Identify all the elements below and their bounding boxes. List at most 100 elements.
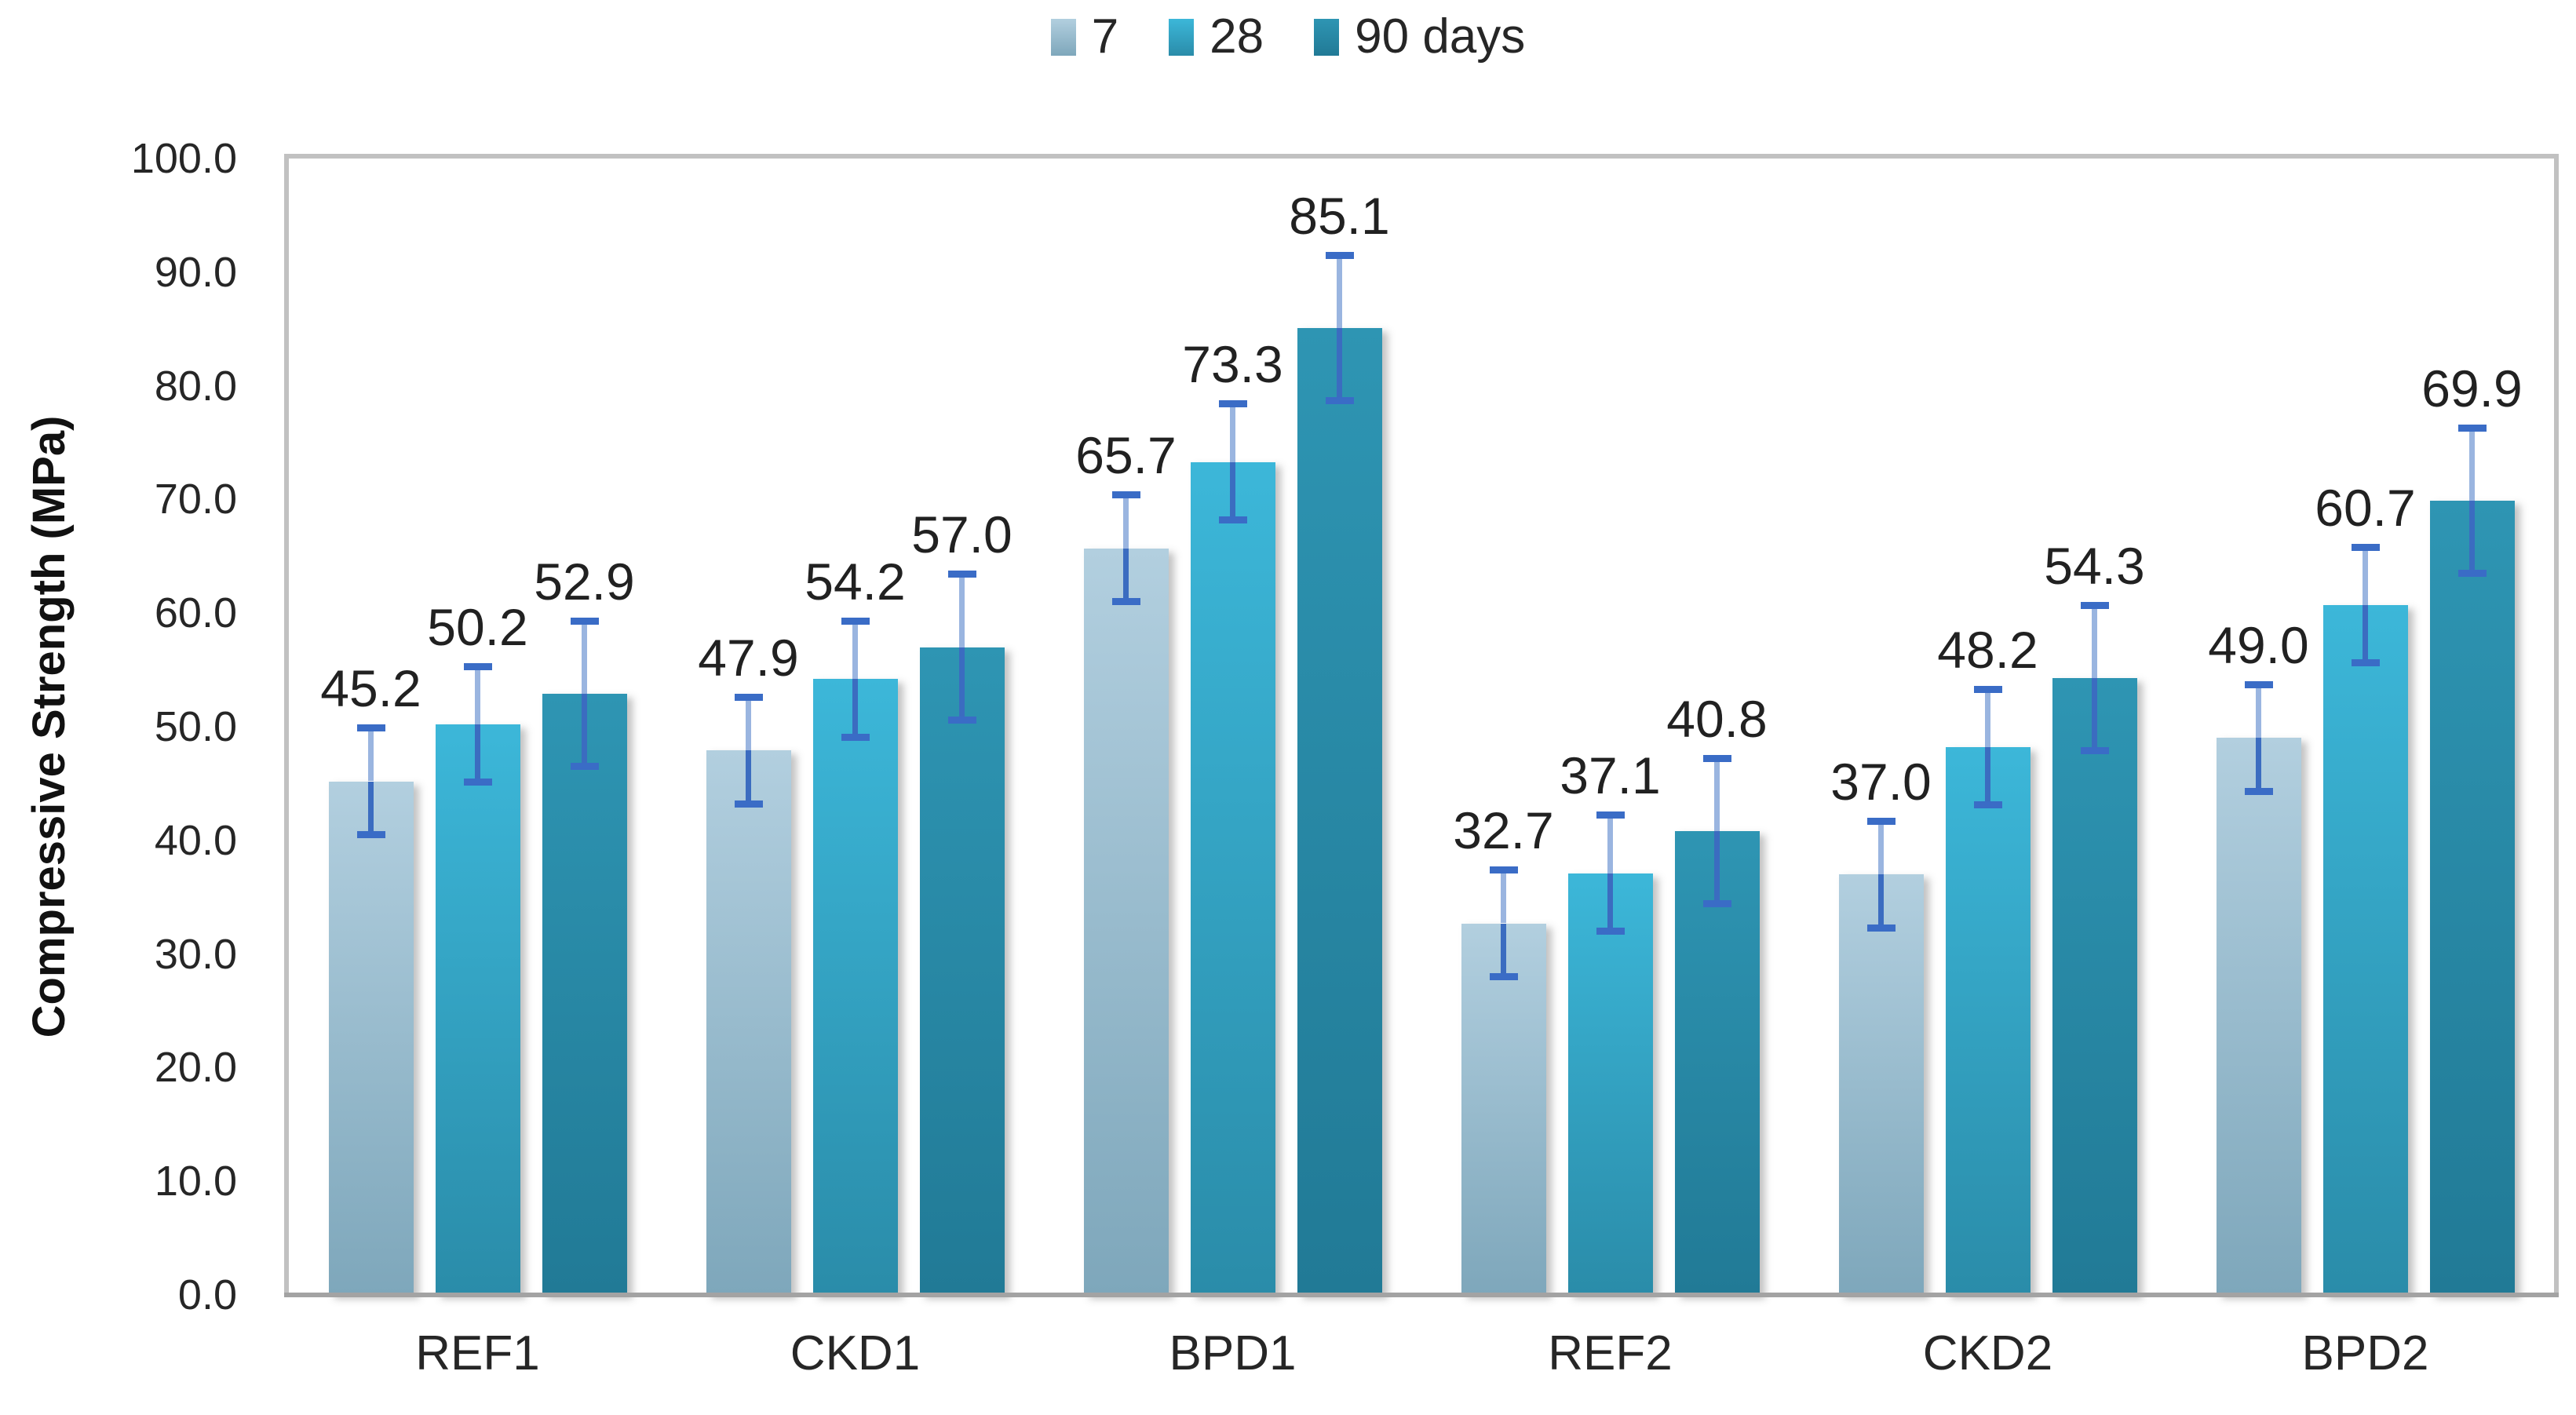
y-tick-label: 40.0 <box>154 816 237 864</box>
bar-REF2-28 <box>1567 873 1653 1295</box>
category-label-BPD1: BPD1 <box>1169 1326 1297 1380</box>
error-bar-plus-stem <box>368 728 374 782</box>
error-bar-plus-stem <box>1337 255 1342 328</box>
error-bar-top-cap <box>2351 543 2380 551</box>
y-tick-label: 100.0 <box>130 135 237 182</box>
plot-area <box>284 154 2559 1295</box>
data-label-BPD1-90-days: 85.1 <box>1289 186 1390 245</box>
error-bar-plus-stem <box>959 574 965 647</box>
data-label-CKD1-28: 54.2 <box>805 552 906 611</box>
data-label-BPD2-7: 49.0 <box>2208 615 2309 674</box>
y-tick-label: 80.0 <box>154 362 237 410</box>
error-bar-plus-stem <box>1714 758 1720 832</box>
error-bar-bottom-cap <box>1596 928 1625 935</box>
error-bar-top-cap <box>2457 424 2487 432</box>
bar-REF2-7 <box>1461 923 1546 1295</box>
error-bar-minus-stem <box>959 647 965 720</box>
bar-BPD1-28 <box>1190 461 1275 1295</box>
y-tick-label: 90.0 <box>154 248 237 296</box>
bar-BPD1-7 <box>1083 548 1169 1295</box>
error-bar-bottom-cap <box>841 733 870 741</box>
y-tick-label: 60.0 <box>154 589 237 637</box>
bar-CKD2-7 <box>1838 874 1924 1295</box>
error-bar-minus-stem <box>368 781 374 835</box>
error-bar-plus-stem <box>852 621 858 680</box>
legend-item-90-days: 90 days <box>1314 13 1525 61</box>
data-label-REF1-28: 50.2 <box>427 597 528 656</box>
error-bar-top-cap <box>1111 491 1140 499</box>
bar-CKD1-28 <box>812 679 898 1295</box>
error-bar-bottom-cap <box>1111 598 1140 606</box>
error-bar-plus-stem <box>1985 689 1990 748</box>
bar-REF1-90-days <box>542 694 627 1295</box>
error-bar-plus-stem <box>582 621 587 694</box>
bar-CKD1-90-days <box>919 647 1005 1295</box>
error-bar-bottom-cap <box>1702 900 1731 908</box>
data-label-CKD2-7: 37.0 <box>1830 752 1932 811</box>
data-label-BPD1-28: 73.3 <box>1182 335 1283 394</box>
bar-CKD2-90-days <box>2052 677 2137 1295</box>
legend-label-90-days: 90 days <box>1355 9 1526 64</box>
bar-REF1-28 <box>435 724 520 1295</box>
data-label-REF2-90-days: 40.8 <box>1666 690 1768 749</box>
data-label-REF2-7: 32.7 <box>1453 800 1554 859</box>
error-bar-minus-stem <box>2256 738 2261 792</box>
error-bar-bottom-cap <box>356 831 385 839</box>
error-bar-bottom-cap <box>463 779 492 786</box>
error-bar-top-cap <box>1218 400 1247 408</box>
error-bar-top-cap <box>2080 601 2109 609</box>
legend-swatch-90-days-icon <box>1314 18 1340 56</box>
error-bar-bottom-cap <box>1866 924 1896 932</box>
error-bar-minus-stem <box>2469 500 2475 574</box>
error-bar-plus-stem <box>1230 403 1235 462</box>
error-bar-top-cap <box>356 724 385 731</box>
y-tick-label: 20.0 <box>154 1044 237 1092</box>
data-label-CKD2-28: 48.2 <box>1937 620 2038 679</box>
error-bar-bottom-cap <box>1973 801 2002 809</box>
error-bar-plus-stem <box>746 697 751 751</box>
error-bar-bottom-cap <box>1218 516 1247 523</box>
category-label-BPD2: BPD2 <box>2301 1326 2429 1380</box>
error-bar-minus-stem <box>1123 548 1129 602</box>
error-bar-bottom-cap <box>2080 746 2109 754</box>
bar-REF1-7 <box>328 781 414 1295</box>
error-bar-bottom-cap <box>2457 570 2487 578</box>
y-tick-label: 10.0 <box>154 1158 237 1205</box>
error-bar-top-cap <box>1489 866 1518 873</box>
error-bar-plus-stem <box>2363 547 2368 606</box>
error-bar-bottom-cap <box>734 800 763 808</box>
legend-swatch-28-days-icon <box>1169 18 1195 56</box>
category-label-REF1: REF1 <box>415 1326 540 1380</box>
error-bar-minus-stem <box>475 724 480 782</box>
y-tick-label: 0.0 <box>177 1271 237 1318</box>
error-bar-plus-stem <box>2092 605 2097 678</box>
error-bar-top-cap <box>1325 251 1354 259</box>
error-bar-minus-stem <box>852 679 858 738</box>
error-bar-minus-stem <box>582 694 587 767</box>
error-bar-plus-stem <box>1123 494 1129 549</box>
error-bar-top-cap <box>841 617 870 625</box>
error-bar-minus-stem <box>746 750 751 804</box>
category-label-REF2: REF2 <box>1548 1326 1673 1380</box>
legend-item-28-days: 28 <box>1169 13 1264 61</box>
error-bar-top-cap <box>1866 817 1896 825</box>
bar-BPD1-90-days <box>1297 327 1382 1295</box>
error-bar-plus-stem <box>2256 684 2261 738</box>
bar-BPD2-7 <box>2216 738 2301 1295</box>
error-bar-plus-stem <box>1607 815 1613 873</box>
error-bar-bottom-cap <box>2351 659 2380 667</box>
data-label-BPD2-90-days: 69.9 <box>2421 359 2523 418</box>
data-label-CKD2-90-days: 54.3 <box>2044 536 2145 595</box>
error-bar-top-cap <box>947 571 976 578</box>
y-tick-label: 30.0 <box>154 930 237 978</box>
legend-item-7-days: 7 <box>1050 13 1118 61</box>
category-label-CKD2: CKD2 <box>1922 1326 2053 1380</box>
y-tick-label: 70.0 <box>154 476 237 523</box>
error-bar-bottom-cap <box>570 763 599 771</box>
data-label-CKD1-7: 47.9 <box>698 628 799 687</box>
error-bar-bottom-cap <box>1325 396 1354 404</box>
data-label-BPD1-7: 65.7 <box>1075 426 1177 485</box>
error-bar-minus-stem <box>2092 677 2097 751</box>
error-bar-top-cap <box>1973 685 2002 693</box>
